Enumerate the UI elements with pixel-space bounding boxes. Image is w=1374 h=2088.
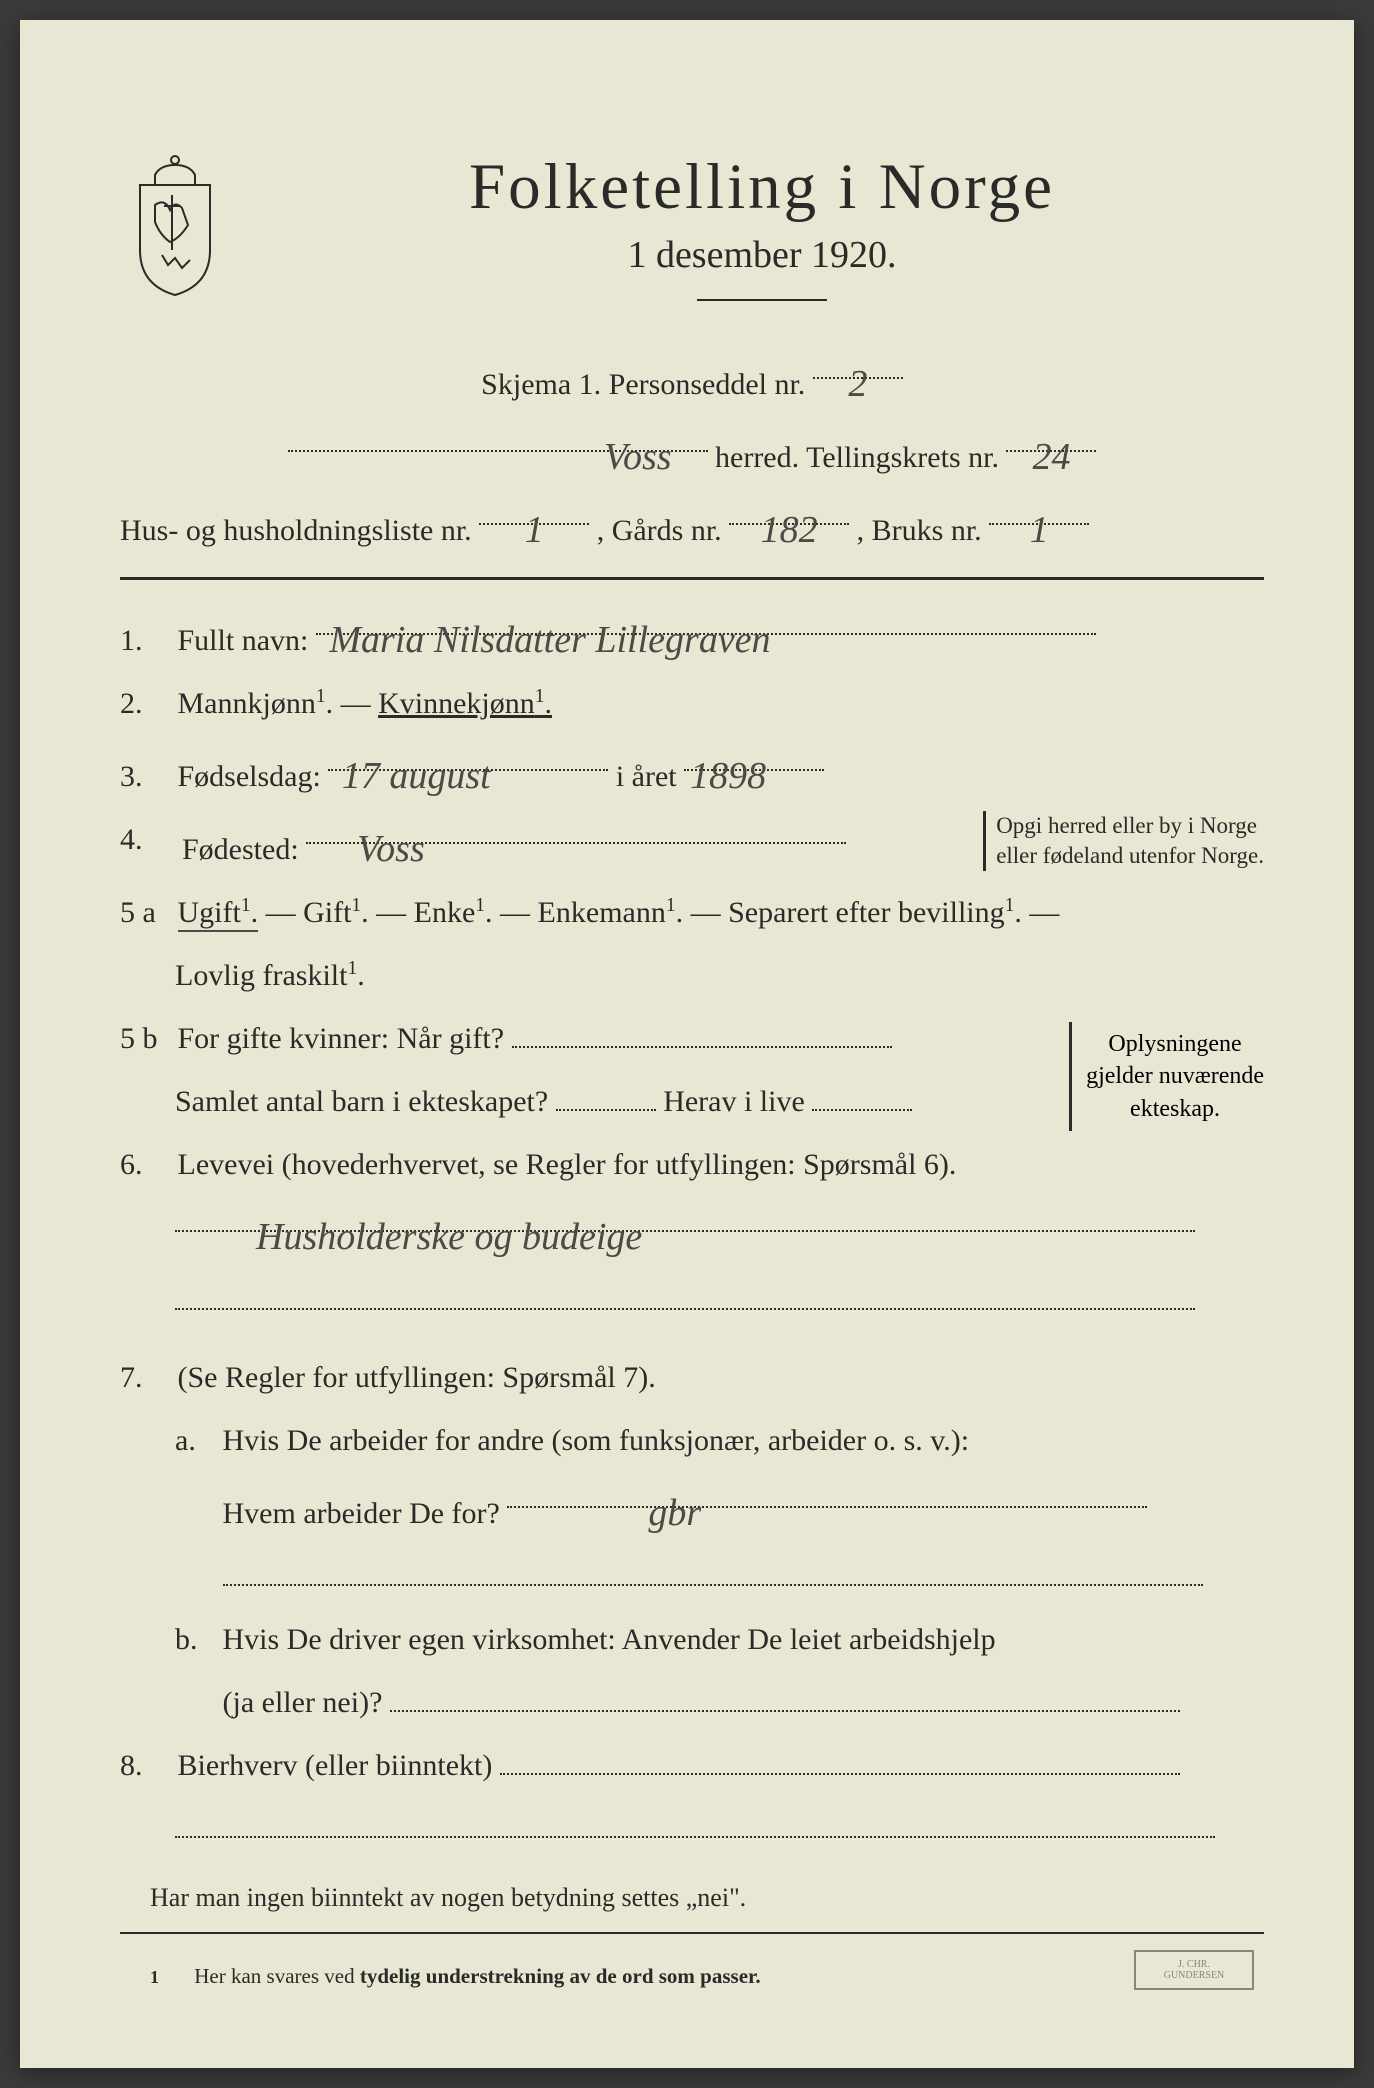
marital-separert: Separert efter bevilling1. xyxy=(728,896,1022,929)
marital-enkemann: Enkemann1. xyxy=(538,896,684,929)
q5b-label: For gifte kvinner: Når gift? xyxy=(178,1022,505,1055)
birth-day: 17 august xyxy=(336,755,497,797)
hushold-nr: 1 xyxy=(519,509,550,551)
main-title: Folketelling i Norge xyxy=(260,150,1264,225)
q6-line: 6. Levevei (hovederhvervet, se Regler fo… xyxy=(120,1136,1264,1193)
q2-female-selected: Kvinnekjønn1. xyxy=(378,687,552,720)
marital-ugift-selected: Ugift1. xyxy=(178,896,259,932)
q4-line: 4. Fødested: Voss Opgi herred eller by i… xyxy=(120,811,1264,878)
bruks-nr: 1 xyxy=(1024,509,1055,551)
marital-gift: Gift1. xyxy=(303,896,369,929)
skjema-label: Skjema 1. Personseddel nr. xyxy=(481,368,805,401)
q8-line: 8. Bierhverv (eller biinntekt) xyxy=(120,1737,1264,1794)
q7a-label1: Hvis De arbeider for andre (som funksjon… xyxy=(223,1424,970,1457)
q5a-line2: Lovlig fraskilt1. xyxy=(120,947,1264,1004)
herred-name: Voss xyxy=(598,436,678,478)
q1-label: Fullt navn: xyxy=(178,624,309,657)
bruks-label: , Bruks nr. xyxy=(857,514,982,547)
norway-coat-of-arms-icon xyxy=(120,150,230,300)
q1-line: 1. Fullt navn: Maria Nilsdatter Lillegra… xyxy=(120,602,1264,669)
header: Folketelling i Norge 1 desember 1920. xyxy=(120,150,1264,336)
q7-label: (Se Regler for utfyllingen: Spørsmål 7). xyxy=(178,1361,656,1394)
q4-note: Opgi herred eller by i Norge eller fødel… xyxy=(983,811,1264,871)
q5b-note: Oplysningene gjelder nuværende ekteskap. xyxy=(1086,1028,1264,1125)
marital-enke: Enke1. xyxy=(414,896,493,929)
household-line: Hus- og husholdningsliste nr. 1 , Gårds … xyxy=(120,492,1264,559)
q2-male: Mannkjønn1. — xyxy=(178,687,379,720)
q7b-line1: b. Hvis De driver egen virksomhet: Anven… xyxy=(120,1611,1264,1668)
main-divider xyxy=(120,577,1264,580)
birthplace: Voss xyxy=(351,828,431,870)
q2-line: 2. Mannkjønn1. — Kvinnekjønn1. xyxy=(120,675,1264,732)
foot-note: Har man ingen biinntekt av nogen betydni… xyxy=(120,1873,1264,1922)
occupation: Husholderske og budeige xyxy=(250,1216,648,1258)
q7-line: 7. (Se Regler for utfyllingen: Spørsmål … xyxy=(120,1349,1264,1406)
form-id-line: Skjema 1. Personseddel nr. 2 xyxy=(120,346,1264,413)
birth-year: 1898 xyxy=(684,755,772,797)
q4-note-1: Opgi herred eller by i Norge xyxy=(996,811,1264,841)
q7b-line2: (ja eller nei)? xyxy=(120,1674,1264,1731)
q6-value-line: Husholderske og budeige xyxy=(120,1199,1264,1266)
employer: gbr xyxy=(642,1492,707,1534)
gards-nr: 182 xyxy=(755,509,824,551)
q4-label: Fødested: xyxy=(182,833,299,866)
q3-label: Fødselsdag: xyxy=(178,760,321,793)
census-form-page: Folketelling i Norge 1 desember 1920. Sk… xyxy=(20,20,1354,2068)
printer-stamp: J. CHR.GUNDERSEN xyxy=(1134,1950,1254,1990)
hushold-label: Hus- og husholdningsliste nr. xyxy=(120,514,472,547)
q5a-line1: 5 a Ugift1. — Gift1. — Enke1. — Enkemann… xyxy=(120,884,1264,941)
herred-line: Voss herred. Tellingskrets nr. 24 xyxy=(120,419,1264,486)
title-divider xyxy=(697,299,827,301)
q7b-label1: Hvis De driver egen virksomhet: Anvender… xyxy=(223,1623,996,1656)
person-nr: 2 xyxy=(842,363,873,405)
q5b-block: 5 b For gifte kvinner: Når gift? Samlet … xyxy=(120,1010,1264,1136)
footnote: 1 Her kan svares ved tydelig understrekn… xyxy=(120,1964,1264,1989)
q6-label: Levevei (hovederhvervet, se Regler for u… xyxy=(178,1148,957,1181)
gards-label: , Gårds nr. xyxy=(597,514,722,547)
footer-divider xyxy=(120,1932,1264,1934)
title-block: Folketelling i Norge 1 desember 1920. xyxy=(260,150,1264,336)
q8-label: Bierhverv (eller biinntekt) xyxy=(178,1749,493,1782)
q4-note-2: eller fødeland utenfor Norge. xyxy=(996,841,1264,871)
q5b-label2: Samlet antal barn i ekteskapet? xyxy=(175,1085,548,1118)
q5b-label3: Herav i live xyxy=(663,1085,805,1118)
q3-mid: i året xyxy=(616,760,677,793)
q7a-line2: Hvem arbeider De for? gbr xyxy=(120,1475,1264,1542)
q3-line: 3. Fødselsdag: 17 august i året 1898 xyxy=(120,738,1264,805)
krets-nr: 24 xyxy=(1026,436,1076,478)
q7b-label2: (ja eller nei)? xyxy=(223,1686,383,1719)
q7a-label2: Hvem arbeider De for? xyxy=(223,1497,500,1530)
q7a-line1: a. Hvis De arbeider for andre (som funks… xyxy=(120,1412,1264,1469)
full-name: Maria Nilsdatter Lillegraven xyxy=(323,619,776,661)
herred-label: herred. Tellingskrets nr. xyxy=(715,441,999,474)
subtitle: 1 desember 1920. xyxy=(260,233,1264,277)
marital-fraskilt: Lovlig fraskilt1. xyxy=(175,959,365,992)
